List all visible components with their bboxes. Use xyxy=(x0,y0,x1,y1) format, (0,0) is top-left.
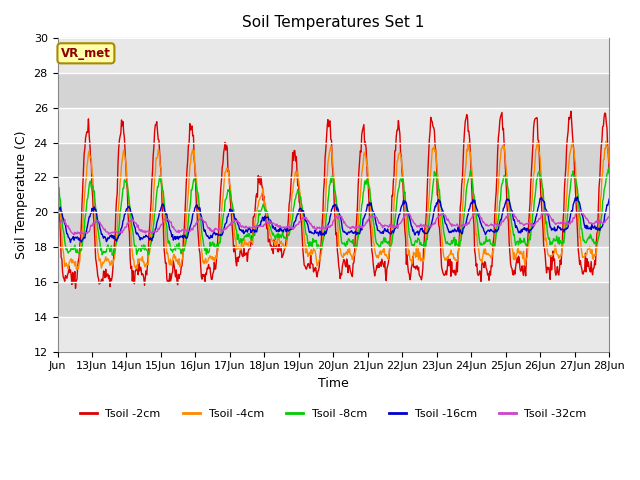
Tsoil -32cm xyxy=(119,228,127,233)
Bar xyxy=(58,108,609,143)
Tsoil -16cm xyxy=(221,225,228,230)
Tsoil -2cm xyxy=(72,286,79,291)
Bar xyxy=(58,143,609,178)
Tsoil -8cm xyxy=(108,252,116,258)
Tsoil -2cm xyxy=(54,171,61,177)
Tsoil -32cm xyxy=(577,207,584,213)
Tsoil -32cm xyxy=(248,225,255,230)
Tsoil -4cm xyxy=(119,152,127,157)
Tsoil -8cm xyxy=(269,232,276,238)
Tsoil -8cm xyxy=(248,238,255,243)
Tsoil -32cm xyxy=(605,214,613,220)
Tsoil -2cm xyxy=(567,108,575,114)
Tsoil -16cm xyxy=(391,226,399,232)
Tsoil -8cm xyxy=(119,185,127,191)
Bar xyxy=(58,73,609,108)
Tsoil -32cm xyxy=(54,226,61,231)
Bar xyxy=(58,317,609,351)
Tsoil -32cm xyxy=(422,223,429,228)
Text: VR_met: VR_met xyxy=(61,47,111,60)
Tsoil -8cm xyxy=(605,170,613,176)
Tsoil -4cm xyxy=(602,138,610,144)
Tsoil -32cm xyxy=(391,224,399,230)
Tsoil -8cm xyxy=(422,243,429,249)
Tsoil -4cm xyxy=(73,266,81,272)
Tsoil -16cm xyxy=(422,231,429,237)
Tsoil -2cm xyxy=(248,233,255,239)
Bar xyxy=(58,282,609,317)
Tsoil -8cm xyxy=(605,166,612,172)
Tsoil -4cm xyxy=(54,164,61,169)
Line: Tsoil -16cm: Tsoil -16cm xyxy=(58,197,609,242)
Tsoil -2cm xyxy=(605,168,613,173)
Line: Tsoil -2cm: Tsoil -2cm xyxy=(58,111,609,288)
Tsoil -2cm xyxy=(221,145,228,151)
Tsoil -16cm xyxy=(573,194,581,200)
Tsoil -8cm xyxy=(391,219,399,225)
Bar xyxy=(58,212,609,247)
Line: Tsoil -8cm: Tsoil -8cm xyxy=(58,169,609,255)
Tsoil -4cm xyxy=(248,237,255,243)
Tsoil -16cm xyxy=(248,228,255,234)
Bar xyxy=(58,247,609,282)
Tsoil -2cm xyxy=(269,244,276,250)
Tsoil -8cm xyxy=(54,185,61,191)
Tsoil -32cm xyxy=(269,220,276,226)
Line: Tsoil -4cm: Tsoil -4cm xyxy=(58,141,609,269)
Tsoil -16cm xyxy=(54,207,61,213)
Title: Soil Temperatures Set 1: Soil Temperatures Set 1 xyxy=(242,15,424,30)
Y-axis label: Soil Temperature (C): Soil Temperature (C) xyxy=(15,131,28,259)
Legend: Tsoil -2cm, Tsoil -4cm, Tsoil -8cm, Tsoil -16cm, Tsoil -32cm: Tsoil -2cm, Tsoil -4cm, Tsoil -8cm, Tsoi… xyxy=(76,404,591,423)
Tsoil -4cm xyxy=(269,239,276,244)
Tsoil -32cm xyxy=(70,232,78,238)
Tsoil -16cm xyxy=(605,196,613,202)
Tsoil -4cm xyxy=(221,176,228,181)
Tsoil -2cm xyxy=(422,221,429,227)
Bar xyxy=(58,178,609,212)
Tsoil -16cm xyxy=(67,240,74,245)
Tsoil -8cm xyxy=(221,208,228,214)
Tsoil -16cm xyxy=(119,218,127,224)
Tsoil -4cm xyxy=(605,160,613,166)
Bar xyxy=(58,38,609,73)
Tsoil -32cm xyxy=(221,226,228,232)
Tsoil -16cm xyxy=(269,225,276,231)
X-axis label: Time: Time xyxy=(318,377,349,390)
Line: Tsoil -32cm: Tsoil -32cm xyxy=(58,210,609,235)
Tsoil -4cm xyxy=(422,239,429,244)
Tsoil -4cm xyxy=(391,191,399,196)
Tsoil -2cm xyxy=(119,119,127,124)
Tsoil -2cm xyxy=(391,148,399,154)
